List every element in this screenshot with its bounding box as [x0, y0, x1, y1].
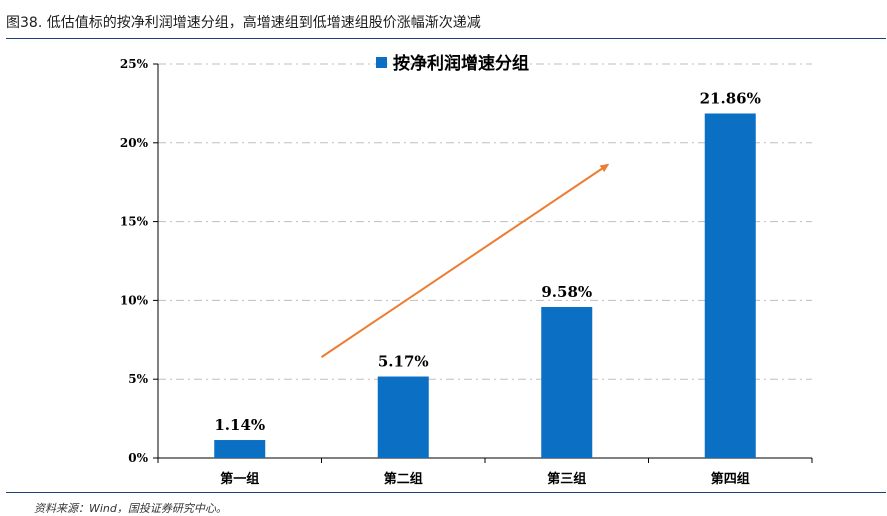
x-tick-label: 第三组 [547, 471, 586, 487]
x-tick-label: 第一组 [220, 471, 259, 487]
trend-arrow [320, 163, 610, 358]
bar [704, 113, 756, 459]
y-tick-label: 25% [120, 57, 149, 71]
y-tick-label: 15% [120, 215, 149, 229]
y-tick-label: 0% [128, 451, 148, 465]
legend-label: 按净利润增速分组 [393, 53, 529, 74]
data-label: 9.58% [541, 283, 592, 301]
footer-divider [6, 492, 886, 493]
gridlines [158, 63, 812, 380]
axes: 0% 5% 10% 15% 20% 25% 第一组 第二组 第三组 第四组 [120, 57, 813, 487]
legend-swatch [376, 57, 387, 68]
figure-caption: 图38. 低估值标的按净利润增速分组，高增速组到低增速组股价涨幅渐次递减 [6, 15, 481, 31]
x-tick-label: 第四组 [711, 471, 750, 487]
data-label: 5.17% [378, 353, 429, 371]
y-tick-label: 5% [128, 372, 148, 386]
source-note: 资料来源：Wind，国投证券研究中心。 [34, 502, 227, 515]
legend: 按净利润增速分组 [376, 53, 529, 74]
caption-divider [6, 38, 886, 39]
bar [541, 307, 593, 458]
bars [214, 113, 756, 459]
x-tick-label: 第二组 [384, 471, 423, 487]
data-labels: 1.14% 5.17% 9.58% 21.86% [214, 89, 761, 434]
bar [377, 376, 429, 458]
trend-arrow-line [320, 163, 610, 358]
bar [214, 440, 266, 458]
y-tick-label: 20% [120, 136, 149, 150]
data-label: 21.86% [700, 89, 761, 107]
y-tick-label: 10% [120, 293, 149, 307]
data-label: 1.14% [214, 416, 265, 434]
